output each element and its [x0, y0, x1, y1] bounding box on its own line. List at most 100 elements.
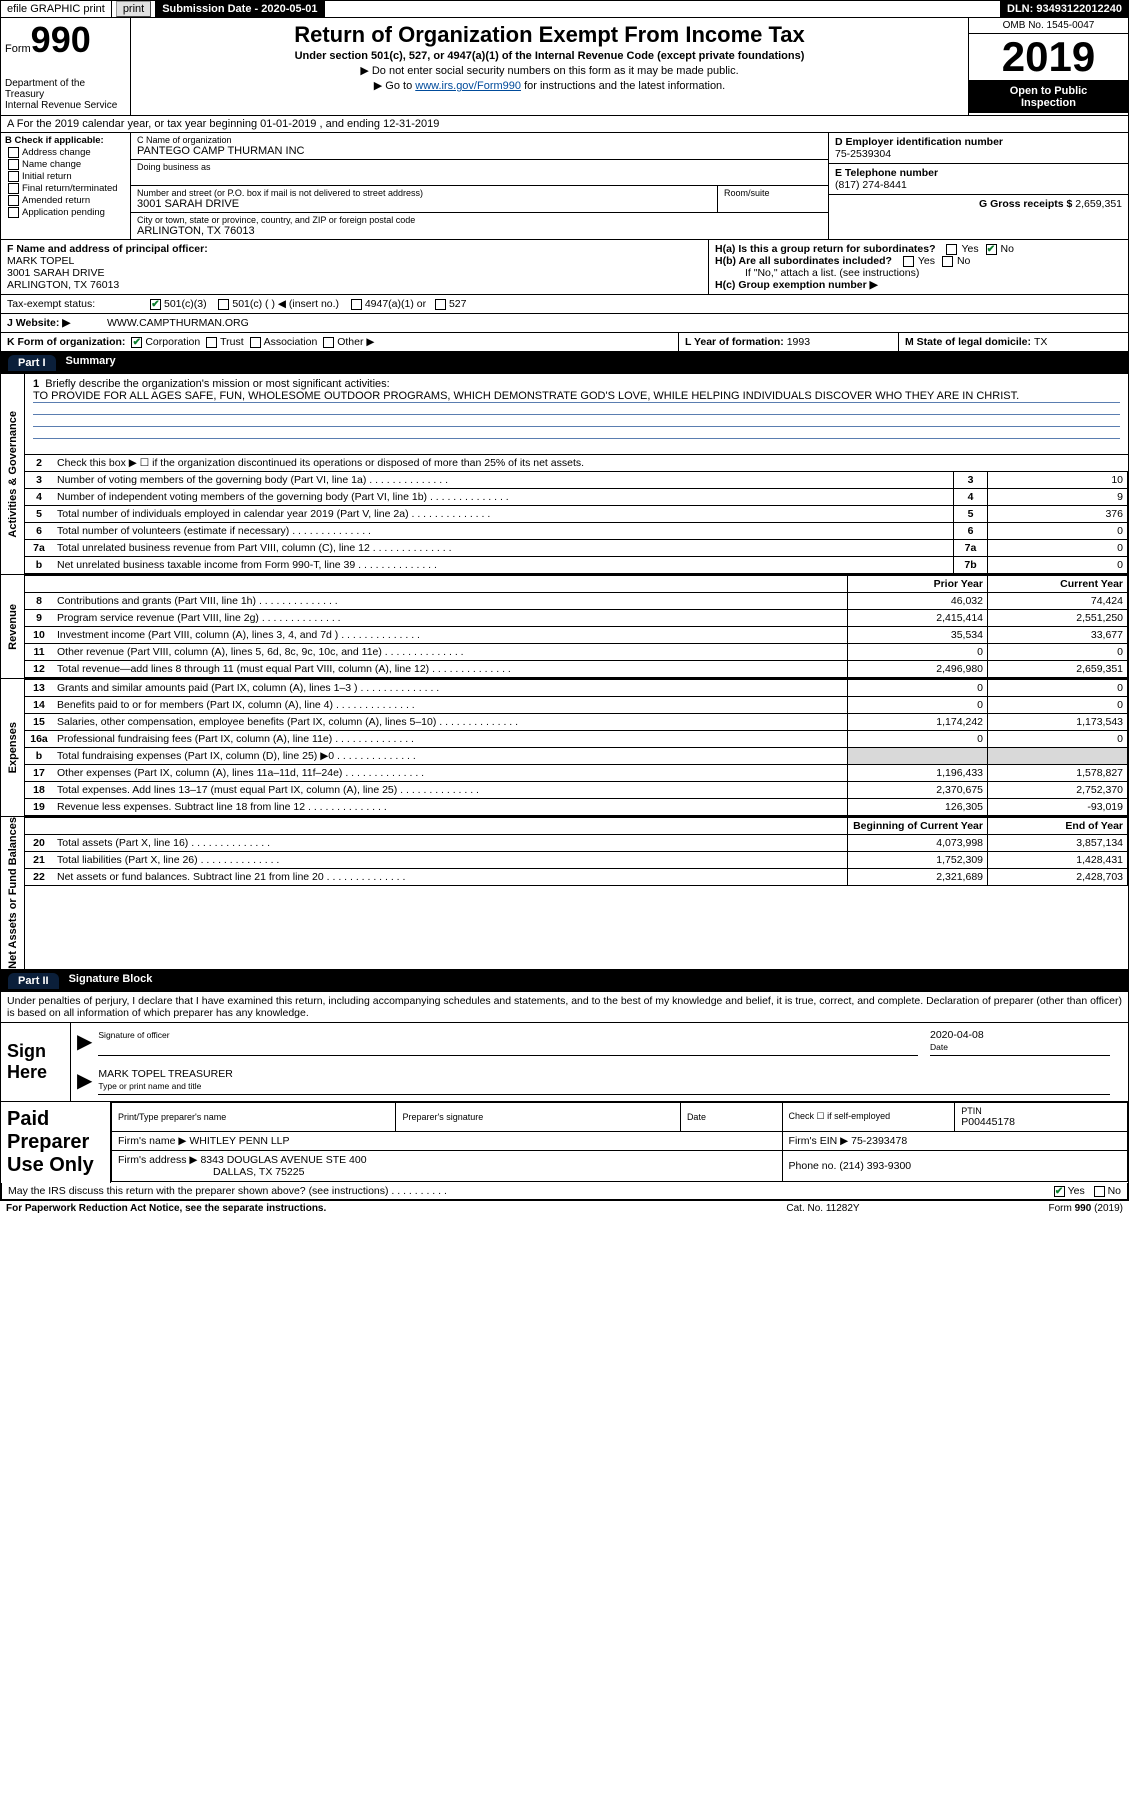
discuss-no[interactable]: [1094, 1186, 1105, 1197]
table-row: 14Benefits paid to or for members (Part …: [25, 697, 1128, 714]
form-header: Form990 Department of the TreasuryIntern…: [0, 18, 1129, 116]
part2-header: Part II Signature Block: [0, 970, 1129, 992]
4947-cb[interactable]: [351, 299, 362, 310]
k-assoc-cb[interactable]: [250, 337, 261, 348]
part1-title: Summary: [66, 355, 116, 371]
sig-arrow2-icon: ▶: [77, 1068, 92, 1095]
hc: H(c) Group exemption number ▶: [715, 279, 1122, 291]
part1-body: Activities & Governance 1 Briefly descri…: [0, 374, 1129, 970]
m-val: TX: [1034, 336, 1047, 348]
form-note2: Go to www.irs.gov/Form990 for instructio…: [135, 79, 964, 92]
ptin-label: PTIN: [961, 1106, 1121, 1116]
cb-pending[interactable]: Application pending: [5, 207, 126, 218]
sign-date: 2020-04-08Date: [930, 1029, 1110, 1056]
side-exp: Expenses: [1, 679, 25, 816]
cb-amended[interactable]: Amended return: [5, 195, 126, 206]
officer-addr1: 3001 SARAH DRIVE: [7, 267, 702, 279]
block-fh: F Name and address of principal officer:…: [0, 240, 1129, 295]
efile-label: efile GRAPHIC print: [1, 1, 112, 17]
block-bcd: B Check if applicable: Address change Na…: [0, 133, 1129, 240]
table-row: 18Total expenses. Add lines 13–17 (must …: [25, 782, 1128, 799]
firm-phone: (214) 393-9300: [839, 1160, 911, 1172]
paid-preparer-label: Paid Preparer Use Only: [1, 1102, 111, 1183]
top-bar: efile GRAPHIC print print Submission Dat…: [0, 0, 1129, 18]
k-trust-cb[interactable]: [206, 337, 217, 348]
k-other-cb[interactable]: [323, 337, 334, 348]
omb: OMB No. 1545-0047: [969, 18, 1128, 34]
part2-title: Signature Block: [69, 973, 153, 989]
row-klm: K Form of organization: ✔Corporation Tru…: [0, 333, 1129, 352]
sign-here-label: Sign Here: [1, 1023, 71, 1101]
501c-cb[interactable]: [218, 299, 229, 310]
cb-name[interactable]: Name change: [5, 159, 126, 170]
discuss-q: May the IRS discuss this return with the…: [8, 1185, 389, 1197]
f-label: F Name and address of principal officer:: [7, 243, 702, 255]
prior-hdr: Prior Year: [848, 576, 988, 593]
discuss-yes[interactable]: ✔: [1054, 1186, 1065, 1197]
cb-final[interactable]: Final return/terminated: [5, 183, 126, 194]
website-label: J Website: ▶: [1, 314, 101, 332]
k-trust: Trust: [220, 336, 244, 348]
f-block: F Name and address of principal officer:…: [1, 240, 708, 294]
firm-ein-label: Firm's EIN ▶: [789, 1135, 852, 1147]
begin-hdr: Beginning of Current Year: [848, 818, 988, 835]
table-row: 10Investment income (Part VIII, column (…: [25, 627, 1128, 644]
discuss-row: May the IRS discuss this return with the…: [1, 1183, 1128, 1200]
table-row: 16aProfessional fundraising fees (Part I…: [25, 731, 1128, 748]
foot-right: Form 990 (2019): [923, 1203, 1123, 1214]
h-block: H(a) Is this a group return for subordin…: [708, 240, 1128, 294]
firm-addr1: 8343 DOUGLAS AVENUE STE 400: [200, 1154, 366, 1166]
open-to-public: Open to PublicInspection: [969, 80, 1128, 113]
ha-yes[interactable]: [946, 244, 957, 255]
form-title-block: Return of Organization Exempt From Incom…: [131, 18, 968, 115]
501c3-cb[interactable]: ✔: [150, 299, 161, 310]
prep-selfemp[interactable]: Check ☐ if self-employed: [789, 1111, 949, 1122]
na-table: Beginning of Current YearEnd of Year 20T…: [25, 817, 1128, 886]
cb-initial[interactable]: Initial return: [5, 171, 126, 182]
firm-label: Firm's name ▶: [118, 1135, 189, 1147]
firm-phone-label: Phone no.: [789, 1160, 840, 1172]
ptin: P00445178: [961, 1116, 1015, 1128]
col-d: D Employer identification number75-25393…: [828, 133, 1128, 239]
col-b-label: B Check if applicable:: [5, 135, 126, 146]
mission-num: 1: [33, 378, 39, 390]
table-row: bTotal fundraising expenses (Part IX, co…: [25, 748, 1128, 765]
k-corp-cb[interactable]: ✔: [131, 337, 142, 348]
cb-address[interactable]: Address change: [5, 147, 126, 158]
efile-btn[interactable]: print: [116, 1, 151, 17]
sig-arrow-icon: ▶: [77, 1029, 92, 1056]
instructions-link[interactable]: www.irs.gov/Form990: [415, 80, 521, 92]
street: 3001 SARAH DRIVE: [137, 198, 711, 210]
table-row: bNet unrelated business taxable income f…: [25, 557, 1128, 574]
efile-button[interactable]: print: [112, 1, 156, 17]
officer-signature[interactable]: Signature of officer: [98, 1029, 918, 1056]
table-row: 20Total assets (Part X, line 16)4,073,99…: [25, 835, 1128, 852]
mission-label: Briefly describe the organization's miss…: [45, 378, 389, 390]
part2-tab: Part II: [8, 973, 59, 989]
table-row: 2Check this box ▶ ☐ if the organization …: [25, 455, 1128, 472]
ha: H(a) Is this a group return for subordin…: [715, 243, 1122, 255]
527-cb[interactable]: [435, 299, 446, 310]
exp-table: 13Grants and similar amounts paid (Part …: [25, 679, 1128, 816]
col-b: B Check if applicable: Address change Na…: [1, 133, 131, 239]
col-c: C Name of organization PANTEGO CAMP THUR…: [131, 133, 828, 239]
preparer-table: Print/Type preparer's name Preparer's si…: [111, 1102, 1128, 1182]
ha-no[interactable]: ✔: [986, 244, 997, 255]
row-j: J Website: ▶ WWW.CAMPTHURMAN.ORG: [0, 314, 1129, 333]
table-row: 4Number of independent voting members of…: [25, 489, 1128, 506]
foot-mid: Cat. No. 11282Y: [723, 1203, 923, 1214]
ein: 75-2539304: [835, 148, 891, 160]
hb-yes[interactable]: [903, 256, 914, 267]
officer-name: MARK TOPEL: [7, 255, 702, 267]
city: ARLINGTON, TX 76013: [137, 225, 822, 237]
hb-no[interactable]: [942, 256, 953, 267]
gross-label: G Gross receipts $: [979, 198, 1075, 210]
prep-h3: Date: [687, 1112, 776, 1122]
prep-h1: Print/Type preparer's name: [118, 1112, 389, 1122]
tax-status-label: Tax-exempt status:: [1, 295, 141, 313]
dln: DLN: 93493122012240: [1000, 1, 1128, 17]
form-subtitle: Under section 501(c), 527, or 4947(a)(1)…: [135, 50, 964, 62]
table-row: 11Other revenue (Part VIII, column (A), …: [25, 644, 1128, 661]
phone-label: E Telephone number: [835, 167, 938, 179]
foot-left: For Paperwork Reduction Act Notice, see …: [6, 1203, 723, 1214]
